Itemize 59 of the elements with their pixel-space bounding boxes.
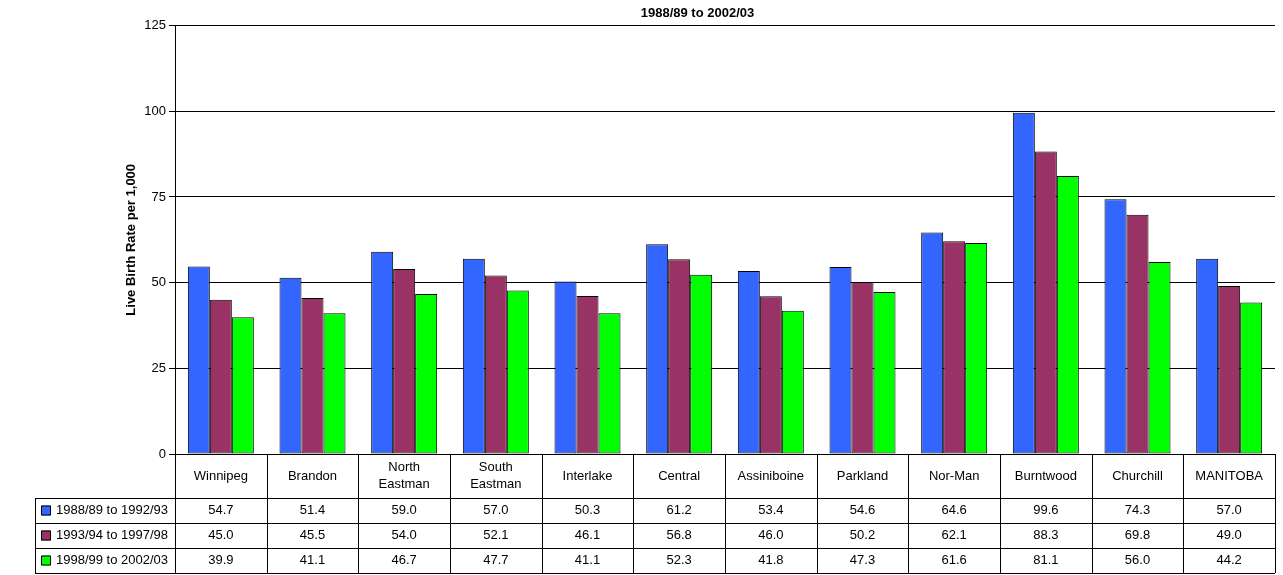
legend-label: 1993/94 to 1997/98 xyxy=(56,527,169,543)
data-label: 62.1 xyxy=(941,527,967,543)
y-tick-label: 25 xyxy=(151,359,166,375)
data-label: 50.3 xyxy=(574,502,601,518)
data-label: 61.2 xyxy=(666,502,692,518)
y-tick-label: 100 xyxy=(144,102,166,118)
y-tick-label: 0 xyxy=(158,445,166,461)
data-label: 88.3 xyxy=(1033,527,1059,543)
legend-label: 1988/89 to 1992/93 xyxy=(56,502,169,518)
chart-title: 1988/89 to 2002/03 xyxy=(640,5,755,21)
x-tick-label: Winnipeg xyxy=(193,467,248,483)
data-label: 74.3 xyxy=(1124,502,1151,518)
data-label: 41.1 xyxy=(299,552,326,568)
data-label: 47.3 xyxy=(849,552,876,568)
data-label: 50.2 xyxy=(849,527,876,543)
x-tick-label: Brandon xyxy=(287,467,338,483)
data-label: 45.0 xyxy=(208,527,234,543)
data-label: 51.4 xyxy=(299,502,326,518)
x-tick-label: Interlake xyxy=(562,467,613,483)
data-label: 46.7 xyxy=(391,552,417,568)
data-label: 52.3 xyxy=(666,552,692,568)
y-axis-title: Live Birth Rate per 1,000 xyxy=(123,163,139,316)
data-label: 54.7 xyxy=(208,502,234,518)
data-label: 99.6 xyxy=(1033,502,1059,518)
data-label: 49.0 xyxy=(1216,527,1242,543)
legend-label: 1998/99 to 2002/03 xyxy=(56,552,169,568)
data-label: 56.0 xyxy=(1124,552,1151,568)
data-label: 47.7 xyxy=(483,552,509,568)
x-tick-label: Nor-Man xyxy=(928,467,980,483)
y-tick-label: 125 xyxy=(144,17,166,33)
data-label: 54.6 xyxy=(849,502,876,518)
data-label: 56.8 xyxy=(666,527,692,543)
data-label: 57.0 xyxy=(1216,502,1242,518)
data-label: 69.8 xyxy=(1124,527,1151,543)
data-label: 54.0 xyxy=(391,527,417,543)
data-label: 46.0 xyxy=(758,527,784,543)
x-tick-label: Parkland xyxy=(836,467,889,483)
data-label: 39.9 xyxy=(208,552,234,568)
x-tick-label: Central xyxy=(658,467,701,483)
data-label: 41.1 xyxy=(574,552,601,568)
y-tick-label: 50 xyxy=(151,274,166,290)
data-label: 41.8 xyxy=(758,552,784,568)
x-tick-label: Burntwood xyxy=(1014,467,1077,483)
data-label: 45.5 xyxy=(299,527,326,543)
y-tick-label: 75 xyxy=(151,188,166,204)
data-label: 61.6 xyxy=(941,552,967,568)
x-tick-label: North Eastman xyxy=(378,459,430,492)
x-tick-label: Assiniboine xyxy=(737,467,805,483)
data-label: 57.0 xyxy=(483,502,509,518)
data-label: 52.1 xyxy=(483,527,509,543)
data-label: 44.2 xyxy=(1216,552,1242,568)
x-tick-label: South Eastman xyxy=(470,459,522,492)
data-label: 64.6 xyxy=(941,502,967,518)
data-label: 46.1 xyxy=(574,527,601,543)
data-label: 81.1 xyxy=(1033,552,1059,568)
x-tick-label: Churchill xyxy=(1112,467,1163,483)
data-label: 53.4 xyxy=(758,502,784,518)
data-label: 59.0 xyxy=(391,502,417,518)
x-tick-label: MANITOBA xyxy=(1195,467,1264,483)
